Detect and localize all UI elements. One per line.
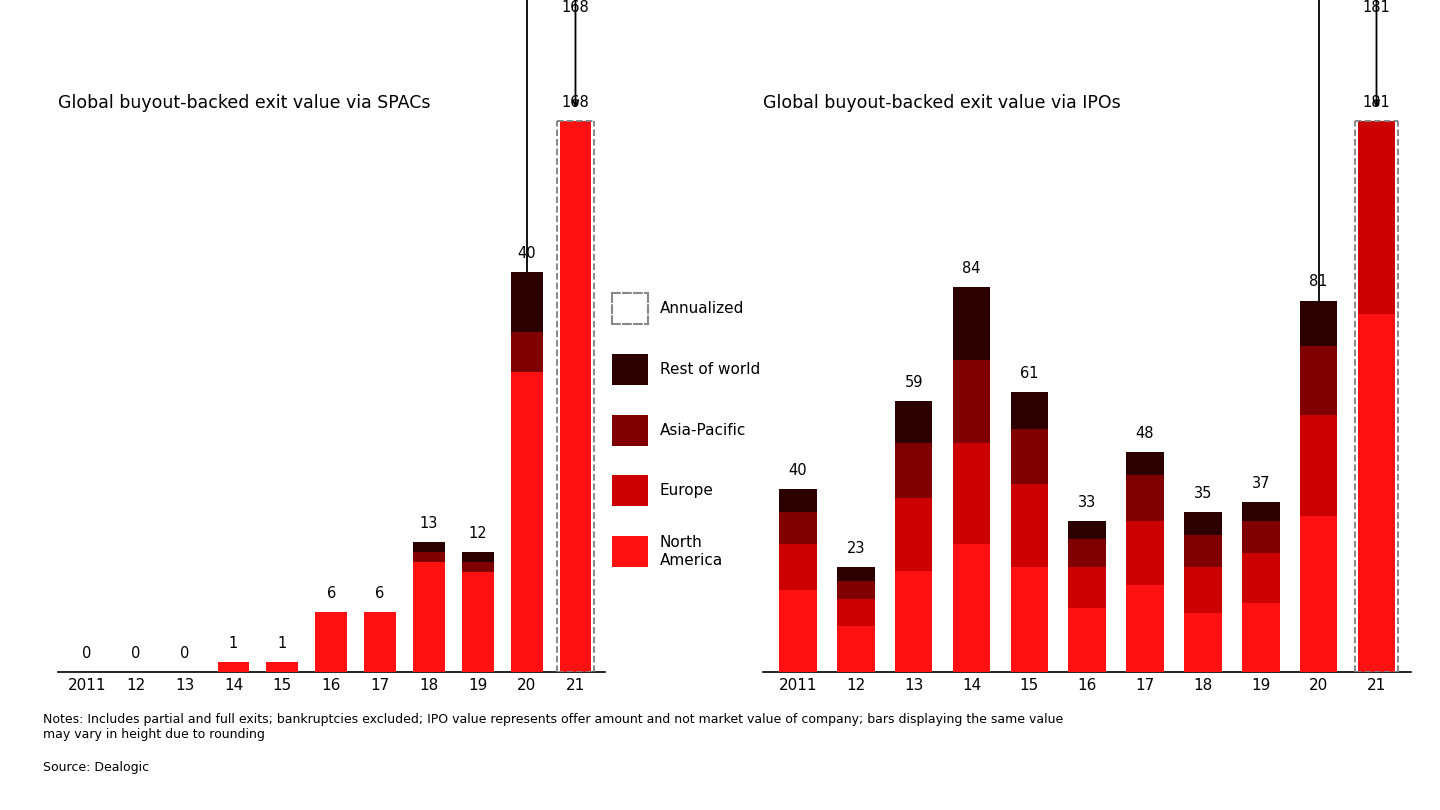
Bar xyxy=(779,512,816,544)
Bar xyxy=(779,544,816,590)
Text: 6: 6 xyxy=(327,586,336,601)
Text: 12: 12 xyxy=(468,526,487,541)
Bar xyxy=(894,443,933,498)
Bar xyxy=(413,562,445,672)
Bar xyxy=(1358,314,1395,672)
Bar xyxy=(1184,567,1221,612)
Bar xyxy=(1126,475,1164,521)
Text: Annualized: Annualized xyxy=(660,301,744,316)
Text: 181: 181 xyxy=(1362,96,1391,110)
Bar xyxy=(1068,567,1106,608)
Text: 35: 35 xyxy=(1194,486,1212,501)
Text: 84: 84 xyxy=(962,261,981,275)
Text: Notes: Includes partial and full exits; bankruptcies excluded; IPO value represe: Notes: Includes partial and full exits; … xyxy=(43,713,1064,741)
Bar xyxy=(217,663,249,672)
Bar xyxy=(1011,484,1048,567)
Text: 40: 40 xyxy=(789,463,808,478)
Text: Source: Dealogic: Source: Dealogic xyxy=(43,761,150,774)
Bar xyxy=(894,498,933,571)
Bar xyxy=(1126,452,1164,475)
Bar xyxy=(779,488,816,512)
Bar xyxy=(511,271,543,332)
Text: 48: 48 xyxy=(1136,426,1155,441)
Bar xyxy=(1068,608,1106,672)
Text: 6: 6 xyxy=(376,586,384,601)
Bar xyxy=(1011,567,1048,672)
Bar xyxy=(1241,502,1280,521)
Text: 168: 168 xyxy=(562,0,589,15)
Bar xyxy=(953,443,991,544)
Text: 13: 13 xyxy=(419,516,438,531)
Bar xyxy=(315,612,347,672)
Bar xyxy=(413,542,445,552)
Text: 1: 1 xyxy=(278,637,287,651)
Bar xyxy=(837,567,874,581)
Bar xyxy=(560,0,592,672)
Bar xyxy=(953,287,991,360)
Bar xyxy=(953,544,991,672)
Bar xyxy=(1011,429,1048,484)
Bar xyxy=(894,571,933,672)
Bar xyxy=(1241,553,1280,603)
Bar xyxy=(1068,539,1106,567)
Text: 1: 1 xyxy=(229,637,238,651)
Bar xyxy=(1126,585,1164,672)
Text: 59: 59 xyxy=(904,376,923,390)
Bar xyxy=(1241,521,1280,553)
Text: North
America: North America xyxy=(660,535,723,568)
Text: 168: 168 xyxy=(562,96,589,110)
Bar xyxy=(837,581,874,599)
Bar xyxy=(266,663,298,672)
Bar xyxy=(413,552,445,562)
Text: 37: 37 xyxy=(1251,476,1270,492)
Text: Europe: Europe xyxy=(660,484,713,498)
Bar xyxy=(837,626,874,672)
Text: 61: 61 xyxy=(1020,366,1038,382)
Bar xyxy=(1184,512,1221,535)
Text: 181: 181 xyxy=(1362,0,1391,15)
Bar xyxy=(837,599,874,626)
Text: 40: 40 xyxy=(517,245,536,261)
Bar xyxy=(1300,416,1338,516)
Bar xyxy=(1300,347,1338,416)
Bar xyxy=(953,360,991,443)
Bar xyxy=(1184,535,1221,567)
Bar xyxy=(1300,516,1338,672)
Text: 33: 33 xyxy=(1079,495,1096,509)
Bar xyxy=(462,562,494,572)
Text: Global buyout-backed exit value via SPACs: Global buyout-backed exit value via SPAC… xyxy=(58,94,431,112)
Bar xyxy=(1184,612,1221,672)
Text: Rest of world: Rest of world xyxy=(660,362,760,377)
Text: Asia-Pacific: Asia-Pacific xyxy=(660,423,746,437)
Bar xyxy=(511,372,543,672)
Text: 0: 0 xyxy=(82,646,92,661)
Bar xyxy=(462,552,494,562)
Bar xyxy=(1241,603,1280,672)
Text: Global buyout-backed exit value via IPOs: Global buyout-backed exit value via IPOs xyxy=(763,94,1120,112)
Bar xyxy=(894,402,933,443)
Text: 81: 81 xyxy=(1309,275,1328,289)
Text: 0: 0 xyxy=(131,646,141,661)
Bar xyxy=(1358,0,1395,75)
Bar xyxy=(1011,392,1048,429)
Bar xyxy=(1358,75,1395,314)
Bar xyxy=(511,332,543,372)
Bar xyxy=(1068,521,1106,539)
Bar xyxy=(779,590,816,672)
Bar xyxy=(1126,521,1164,585)
Bar xyxy=(462,572,494,672)
Text: 0: 0 xyxy=(180,646,189,661)
Bar xyxy=(1300,301,1338,347)
Text: 23: 23 xyxy=(847,541,865,556)
Bar xyxy=(364,612,396,672)
